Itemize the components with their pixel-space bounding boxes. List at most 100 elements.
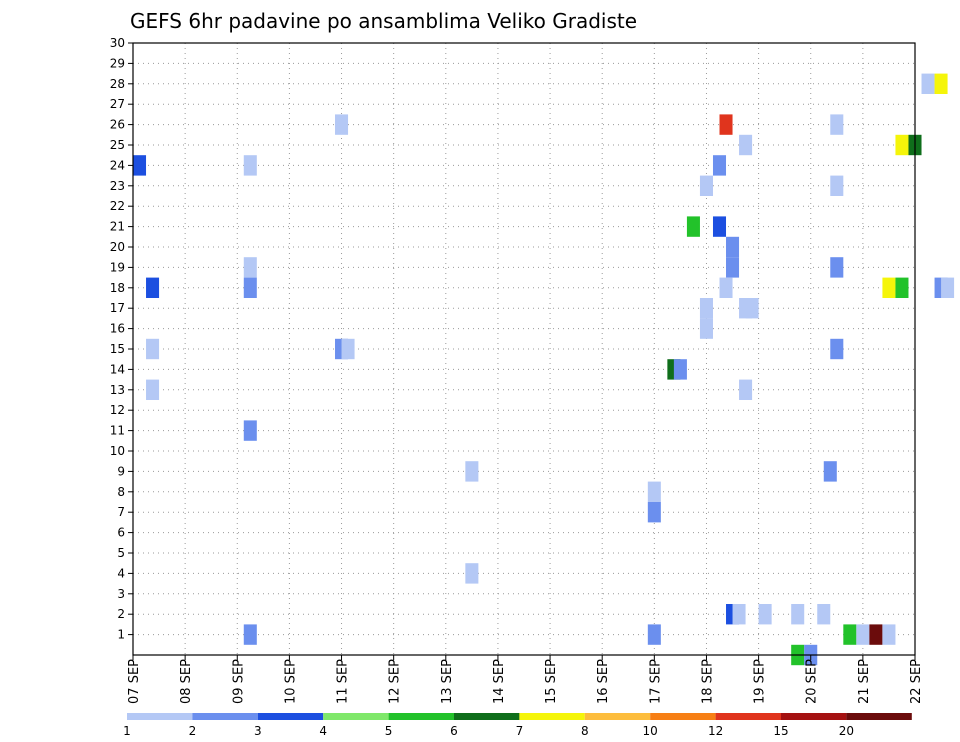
legend-label: 5 <box>385 724 393 738</box>
precip-cell <box>699 318 713 339</box>
y-tick-label: 26 <box>110 118 125 132</box>
legend-label: 6 <box>450 724 458 738</box>
y-tick-label: 17 <box>110 301 125 315</box>
precip-cell <box>869 624 883 645</box>
legend-label: 12 <box>708 724 723 738</box>
y-tick-label: 13 <box>110 383 125 397</box>
legend-label: 1 <box>123 724 131 738</box>
precip-cell <box>146 277 160 298</box>
grid-lines <box>132 42 916 655</box>
x-tick-label: 21 SEP <box>857 659 872 704</box>
y-tick-label: 3 <box>117 587 125 601</box>
y-tick-label: 18 <box>110 281 125 295</box>
precip-cell <box>243 277 257 298</box>
precip-cell <box>823 461 837 482</box>
y-tick-label: 5 <box>117 546 125 560</box>
x-tick-label: 09 SEP <box>231 659 246 704</box>
legend-swatch <box>715 713 781 720</box>
y-tick-label: 20 <box>110 240 125 254</box>
y-tick-label: 4 <box>117 566 125 580</box>
precip-cell <box>934 73 948 94</box>
y-tick-label: 6 <box>117 526 125 540</box>
precip-cell <box>647 502 661 523</box>
precip-cell <box>830 114 844 135</box>
precip-cell <box>243 155 257 176</box>
y-tick-label: 27 <box>110 97 125 111</box>
y-tick-label: 29 <box>110 56 125 70</box>
x-tick-label: 10 SEP <box>283 659 298 704</box>
precip-cell <box>726 236 740 258</box>
legend-swatch <box>454 713 520 720</box>
legend-swatch <box>257 713 324 720</box>
y-tick-label: 7 <box>117 505 125 519</box>
y-tick-label: 23 <box>110 179 125 193</box>
precip-cell <box>146 379 160 400</box>
precip-cell <box>856 624 870 645</box>
precip-cell <box>146 338 160 360</box>
legend-swatch <box>584 713 651 720</box>
precipitation-cells <box>133 73 955 666</box>
legend-label: 3 <box>254 724 262 738</box>
legend-label: 10 <box>643 724 658 738</box>
x-tick-label: 15 SEP <box>544 659 559 704</box>
precip-cell <box>882 277 896 298</box>
y-tick-label: 28 <box>110 77 125 91</box>
x-tick-label: 08 SEP <box>179 659 194 704</box>
precip-cell <box>843 624 857 645</box>
precip-cell <box>830 338 844 360</box>
x-tick-label: 20 SEP <box>805 659 820 704</box>
y-tick-label: 30 <box>110 36 125 50</box>
precip-cell <box>335 114 349 135</box>
x-tick-label: 14 SEP <box>492 659 507 704</box>
precip-cell <box>465 563 479 584</box>
precip-cell <box>243 624 257 645</box>
x-tick-label: 19 SEP <box>753 659 768 704</box>
legend-swatch <box>781 713 847 720</box>
precip-cell <box>719 114 733 135</box>
precip-cell <box>882 624 896 645</box>
precip-cell <box>712 155 727 176</box>
precip-cell <box>830 175 844 196</box>
precip-cell <box>647 481 661 502</box>
y-tick-label: 16 <box>110 322 125 336</box>
color-legend: 1 2 3 4 5 6 7 8 10 12 15 20 <box>123 713 912 738</box>
y-tick-label: 21 <box>110 220 125 234</box>
y-tick-label: 24 <box>110 158 125 172</box>
precip-cell <box>739 134 753 156</box>
x-tick-label: 16 SEP <box>596 659 611 704</box>
legend-swatch <box>650 713 716 720</box>
precip-cell <box>699 175 713 196</box>
precip-cell <box>133 155 147 176</box>
y-tick-label: 25 <box>110 138 125 152</box>
precip-cell <box>921 73 935 94</box>
precip-cell <box>719 277 733 298</box>
precip-cell <box>830 257 844 278</box>
x-tick-label: 17 SEP <box>648 659 663 704</box>
legend-label: 8 <box>581 724 589 738</box>
y-tick-label: 1 <box>117 628 125 642</box>
precip-cell <box>699 298 713 319</box>
x-tick-label: 07 SEP <box>127 659 142 704</box>
legend-label: 7 <box>516 724 524 738</box>
legend-swatch <box>388 713 454 720</box>
legend-swatch <box>846 713 912 720</box>
legend-label: 20 <box>839 724 854 738</box>
y-tick-label: 8 <box>117 485 125 499</box>
y-tick-label: 11 <box>110 424 125 438</box>
y-tick-label: 2 <box>117 607 125 621</box>
chart-title: GEFS 6hr padavine po ansamblima Veliko G… <box>130 9 637 33</box>
y-tick-label: 10 <box>110 444 125 458</box>
precip-cell <box>673 359 687 380</box>
precip-cell <box>745 298 759 319</box>
y-tick-label: 19 <box>110 260 125 274</box>
precip-cell <box>895 277 909 298</box>
y-tick-label: 22 <box>110 199 125 213</box>
legend-swatch <box>323 713 389 720</box>
y-tick-label: 9 <box>117 464 125 478</box>
y-tick-label: 12 <box>110 403 125 417</box>
precip-cell <box>465 461 479 482</box>
legend-swatch <box>519 713 585 720</box>
precip-cell <box>243 257 257 278</box>
precip-cell <box>243 420 257 441</box>
precip-cell <box>686 216 700 237</box>
